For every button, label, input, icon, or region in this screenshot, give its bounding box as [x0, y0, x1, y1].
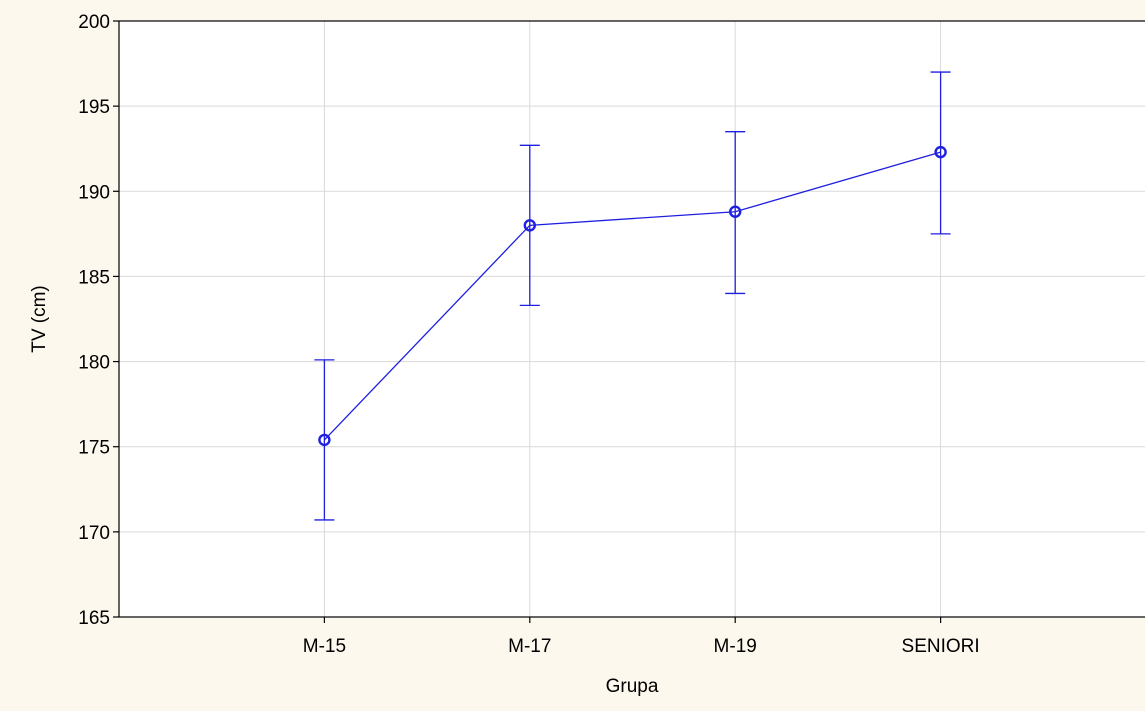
x-axis-label: Grupa	[606, 676, 659, 697]
y-axis-label: TV (cm)	[29, 285, 50, 353]
y-tick-label: 175	[78, 438, 110, 459]
y-tick-label: 190	[78, 182, 110, 203]
plot-area	[119, 21, 1145, 617]
x-tick-label: M-19	[714, 636, 757, 657]
data-point	[934, 145, 947, 159]
y-tick-label: 195	[78, 97, 110, 118]
grid	[119, 21, 1145, 617]
data-point	[318, 433, 331, 447]
data-point	[729, 205, 742, 218]
plot-frame	[118, 20, 1145, 618]
x-tick-label: SENIORI	[902, 636, 980, 657]
y-axis-ticks: 165 170 175 180 185 190 195 200	[78, 12, 119, 629]
y-tick-label: 200	[78, 12, 110, 33]
y-tick-label: 165	[78, 608, 110, 629]
x-axis-ticks: M-15 M-17 M-19 SENIORI	[303, 617, 980, 657]
data-point	[523, 219, 536, 232]
data-points	[318, 145, 947, 447]
x-tick-label: M-17	[508, 636, 551, 657]
series-line	[323, 151, 941, 441]
y-tick-label: 185	[78, 267, 110, 288]
x-tick-label: M-15	[303, 636, 346, 657]
y-tick-label: 180	[78, 353, 110, 374]
y-tick-label: 170	[78, 523, 110, 544]
